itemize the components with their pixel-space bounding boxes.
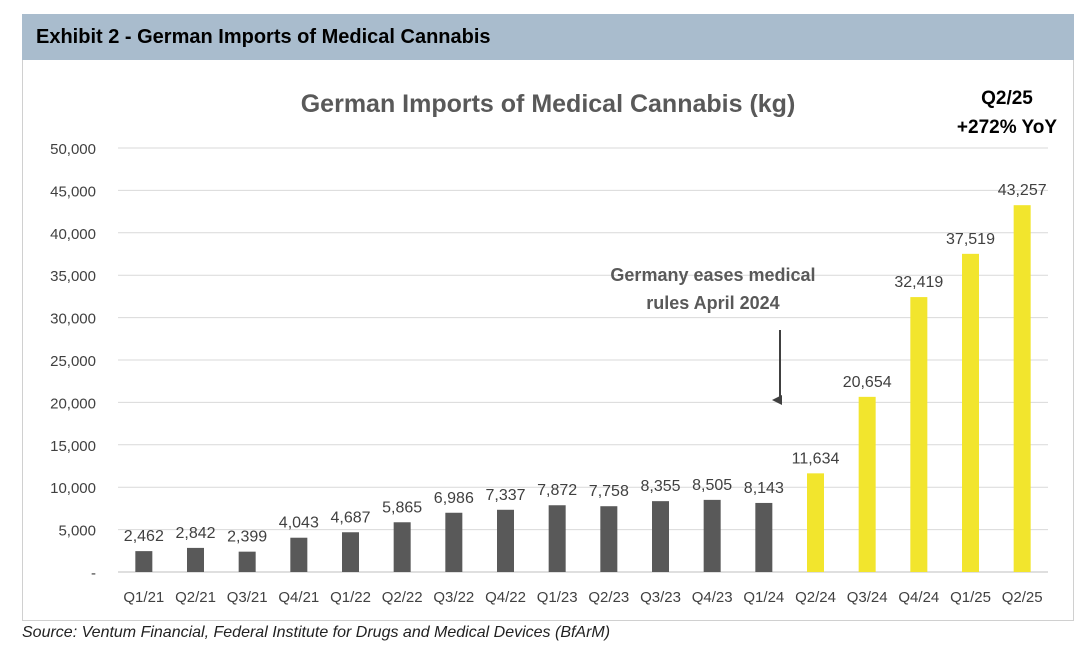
data-label: 11,634 xyxy=(792,450,840,467)
bar xyxy=(238,551,256,572)
source-note: Source: Ventum Financial, Federal Instit… xyxy=(22,624,611,641)
x-tick-label: Q3/24 xyxy=(847,589,888,606)
data-label: 8,505 xyxy=(692,477,732,494)
bar xyxy=(962,253,979,573)
y-tick-label: 30,000 xyxy=(50,311,96,328)
chart-frame xyxy=(22,60,1074,621)
exhibit-title: Exhibit 2 - German Imports of Medical Ca… xyxy=(36,26,491,48)
x-tick-label: Q2/23 xyxy=(588,589,629,606)
y-tick-label: 45,000 xyxy=(50,183,96,200)
y-tick-label: 10,000 xyxy=(50,480,96,497)
data-label: 7,758 xyxy=(589,483,629,500)
bar xyxy=(600,506,618,572)
yoy-callout-period: Q2/25 xyxy=(981,88,1033,109)
bar xyxy=(548,505,566,572)
x-tick-label: Q2/22 xyxy=(382,589,423,606)
y-tick-label: 5,000 xyxy=(58,523,96,540)
bar xyxy=(807,473,824,572)
x-tick-label: Q3/22 xyxy=(433,589,474,606)
data-label: 6,986 xyxy=(434,490,474,507)
x-tick-label: Q4/22 xyxy=(485,589,526,606)
y-tick-label: 15,000 xyxy=(50,438,96,455)
bar xyxy=(858,396,876,572)
data-label: 20,654 xyxy=(843,374,892,391)
chart-title: German Imports of Medical Cannabis (kg) xyxy=(301,90,796,118)
x-tick-label: Q4/24 xyxy=(898,589,939,606)
data-label: 4,043 xyxy=(279,515,319,532)
bar xyxy=(342,532,359,572)
x-tick-label: Q2/24 xyxy=(795,589,836,606)
y-tick-label: - xyxy=(91,565,96,582)
data-label: 8,355 xyxy=(640,478,680,495)
data-label: 4,687 xyxy=(330,509,370,526)
y-tick-label: 20,000 xyxy=(50,395,96,412)
exhibit-header: Exhibit 2 - German Imports of Medical Ca… xyxy=(22,14,1074,60)
data-label: 2,462 xyxy=(124,528,164,545)
bar xyxy=(445,512,463,572)
event-annotation-line1: Germany eases medical xyxy=(610,265,815,285)
bar xyxy=(187,547,204,572)
y-tick-label: 25,000 xyxy=(50,353,96,370)
data-label: 2,842 xyxy=(175,525,215,542)
bar xyxy=(910,297,928,572)
data-label: 43,257 xyxy=(998,182,1047,199)
data-label: 7,337 xyxy=(485,487,525,504)
data-label: 32,419 xyxy=(894,274,943,291)
x-tick-label: Q1/25 xyxy=(950,589,991,606)
chart-svg: German Imports of Medical Cannabis (kg) … xyxy=(50,88,1057,606)
x-tick-label: Q1/21 xyxy=(123,589,164,606)
event-annotation-line2: rules April 2024 xyxy=(646,293,779,313)
bar xyxy=(1013,205,1031,572)
data-label: 37,519 xyxy=(946,231,995,248)
data-label: 8,143 xyxy=(744,480,784,497)
x-tick-label: Q1/24 xyxy=(743,589,784,606)
bar xyxy=(703,499,721,572)
x-tick-label: Q1/23 xyxy=(537,589,578,606)
yoy-callout-growth: +272% YoY xyxy=(957,117,1057,138)
x-tick-label: Q3/23 xyxy=(640,589,681,606)
bar xyxy=(497,509,514,572)
bar xyxy=(755,502,773,572)
x-tick-label: Q1/22 xyxy=(330,589,371,606)
x-tick-label: Q2/25 xyxy=(1002,589,1043,606)
data-label: 2,399 xyxy=(227,529,267,546)
y-tick-label: 35,000 xyxy=(50,268,96,285)
y-tick-label: 50,000 xyxy=(50,141,96,158)
bar xyxy=(135,551,153,572)
data-label: 7,872 xyxy=(537,482,577,499)
y-tick-label: 40,000 xyxy=(50,226,96,243)
x-tick-label: Q4/23 xyxy=(692,589,733,606)
x-tick-label: Q4/21 xyxy=(278,589,319,606)
x-tick-label: Q2/21 xyxy=(175,589,216,606)
bar xyxy=(652,501,669,572)
bar xyxy=(290,537,308,572)
x-tick-label: Q3/21 xyxy=(227,589,268,606)
bar xyxy=(393,522,411,572)
data-label: 5,865 xyxy=(382,499,422,516)
